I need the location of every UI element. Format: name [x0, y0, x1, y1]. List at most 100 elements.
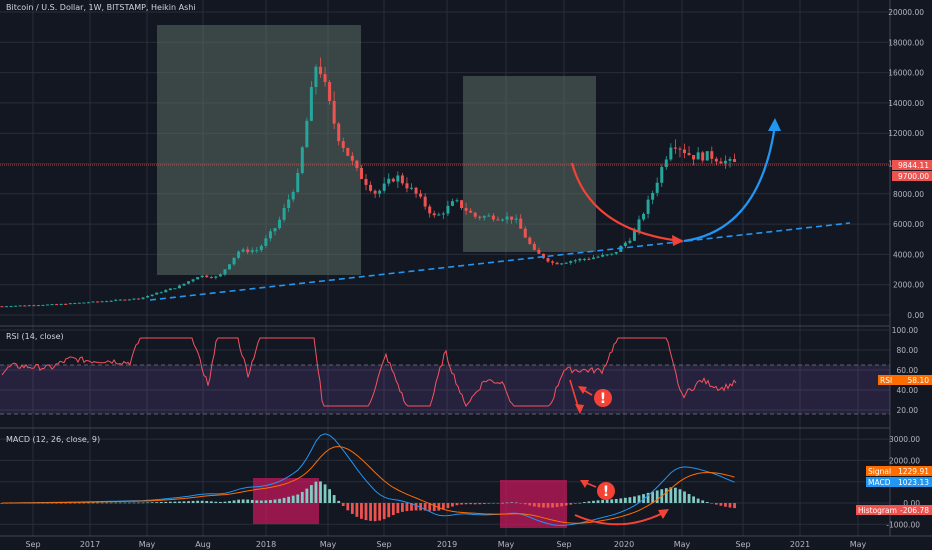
candle-body [323, 74, 327, 83]
candle-body [382, 183, 386, 191]
support-trendline[interactable] [149, 222, 851, 301]
candle-body [610, 253, 614, 255]
macd-tick-label: -1000.00 [886, 520, 920, 529]
candle-body [141, 297, 145, 299]
last-price-tag-text: 9844.11 [898, 161, 929, 170]
histogram-bar [105, 502, 109, 504]
histogram-bar [150, 502, 154, 503]
candle-body [18, 305, 22, 307]
candle-body [346, 147, 350, 156]
histogram-bar [610, 499, 614, 503]
candle-body [205, 275, 209, 278]
candle-body [68, 303, 72, 305]
candle-body [209, 277, 213, 279]
histogram-bar [164, 501, 168, 503]
candle-body [5, 306, 9, 308]
histogram-bar [118, 502, 122, 504]
price-tick-label: 14000.00 [888, 99, 924, 108]
candle-body [514, 218, 518, 220]
candles-layer [0, 57, 737, 308]
rsi-tick-label: 100.00 [892, 326, 918, 335]
histogram-bar [551, 503, 554, 508]
candle-body [9, 306, 13, 308]
histogram-bar [482, 503, 486, 505]
candle-body [482, 216, 486, 218]
histogram-bar [373, 503, 377, 522]
level-price-tag-text: 9700.00 [898, 172, 929, 181]
candle-body [196, 277, 200, 280]
candle-body [400, 175, 404, 184]
histogram-bar [337, 500, 341, 503]
candle-body [59, 303, 63, 305]
histogram-bar [250, 499, 254, 503]
time-tick-label: Sep [376, 540, 391, 549]
histogram-bar [555, 503, 559, 508]
histogram-bar [473, 503, 477, 505]
histogram-bar [328, 489, 331, 503]
histogram-bar [683, 491, 686, 503]
histogram-bar [710, 503, 714, 504]
macd-zone-2018 [253, 478, 319, 524]
histogram-bar [350, 503, 354, 514]
histogram-bar [528, 503, 532, 506]
candle-body [623, 242, 627, 247]
candle-body [300, 147, 304, 174]
histogram-bar [446, 503, 450, 509]
candle-body [123, 299, 127, 301]
histogram-bar [605, 499, 609, 503]
candle-body [628, 240, 632, 243]
price-tick-label: 16000.00 [888, 69, 924, 78]
rsi-warning-mark: ! [600, 391, 606, 407]
histogram-bar [619, 498, 623, 503]
histogram-bar [68, 502, 72, 504]
histogram-bar [209, 501, 213, 503]
macd-tick-label: 3000.00 [889, 435, 920, 444]
candle-body [373, 190, 377, 194]
histogram-bar [64, 502, 68, 504]
candle-body [0, 306, 4, 308]
histogram-bar [460, 503, 463, 505]
candle-body [64, 303, 68, 305]
histogram-bar [423, 503, 427, 511]
price-tick-label: 18000.00 [888, 38, 924, 47]
histogram-bar [596, 500, 600, 503]
chart-title: Bitcoin / U.S. Dollar, 1W, BITSTAMP, Hei… [6, 3, 196, 12]
time-tick-label: May [139, 540, 156, 549]
candle-body [446, 205, 450, 214]
candle-body [319, 66, 322, 75]
candle-body [728, 159, 732, 161]
candle-body [118, 299, 122, 301]
candle-body [455, 200, 459, 202]
rsi-warning-arrowhead [578, 386, 587, 394]
histogram-bar [382, 503, 386, 520]
bull-cycle-zone-2019 [463, 76, 596, 252]
candle-body [150, 294, 154, 297]
time-tick-label: 2020 [614, 540, 634, 549]
rsi-axis[interactable]: 20.00 40.00 60.00 80.00 100.00 [892, 326, 918, 415]
candle-body [528, 237, 532, 244]
histogram-bar [364, 503, 368, 521]
candle-body [168, 288, 172, 291]
candle-body [464, 208, 468, 211]
candle-body [73, 303, 77, 305]
projection-down-arrowhead [672, 235, 684, 246]
candle-body [27, 305, 31, 307]
candle-body [496, 219, 500, 221]
rsi-value-tag-name: RSI [880, 376, 892, 385]
candle-body [710, 151, 714, 159]
price-tick-label: 4000.00 [893, 250, 924, 259]
candle-body [268, 231, 272, 239]
candle-body [241, 249, 245, 252]
histogram-bar [573, 503, 577, 504]
candle-body [223, 269, 227, 275]
candle-body [146, 296, 150, 298]
candle-body [487, 215, 491, 217]
histogram-bar [487, 503, 491, 504]
time-tick-label: 2019 [437, 540, 457, 549]
candle-body [105, 301, 109, 303]
rsi-warning-icon [594, 389, 612, 407]
candle-body [264, 238, 268, 246]
time-axis[interactable]: Sep 2017 May Aug 2018 May Sep 2019 May Sep 2020 May… [25, 540, 866, 549]
histogram-bar [633, 496, 636, 503]
